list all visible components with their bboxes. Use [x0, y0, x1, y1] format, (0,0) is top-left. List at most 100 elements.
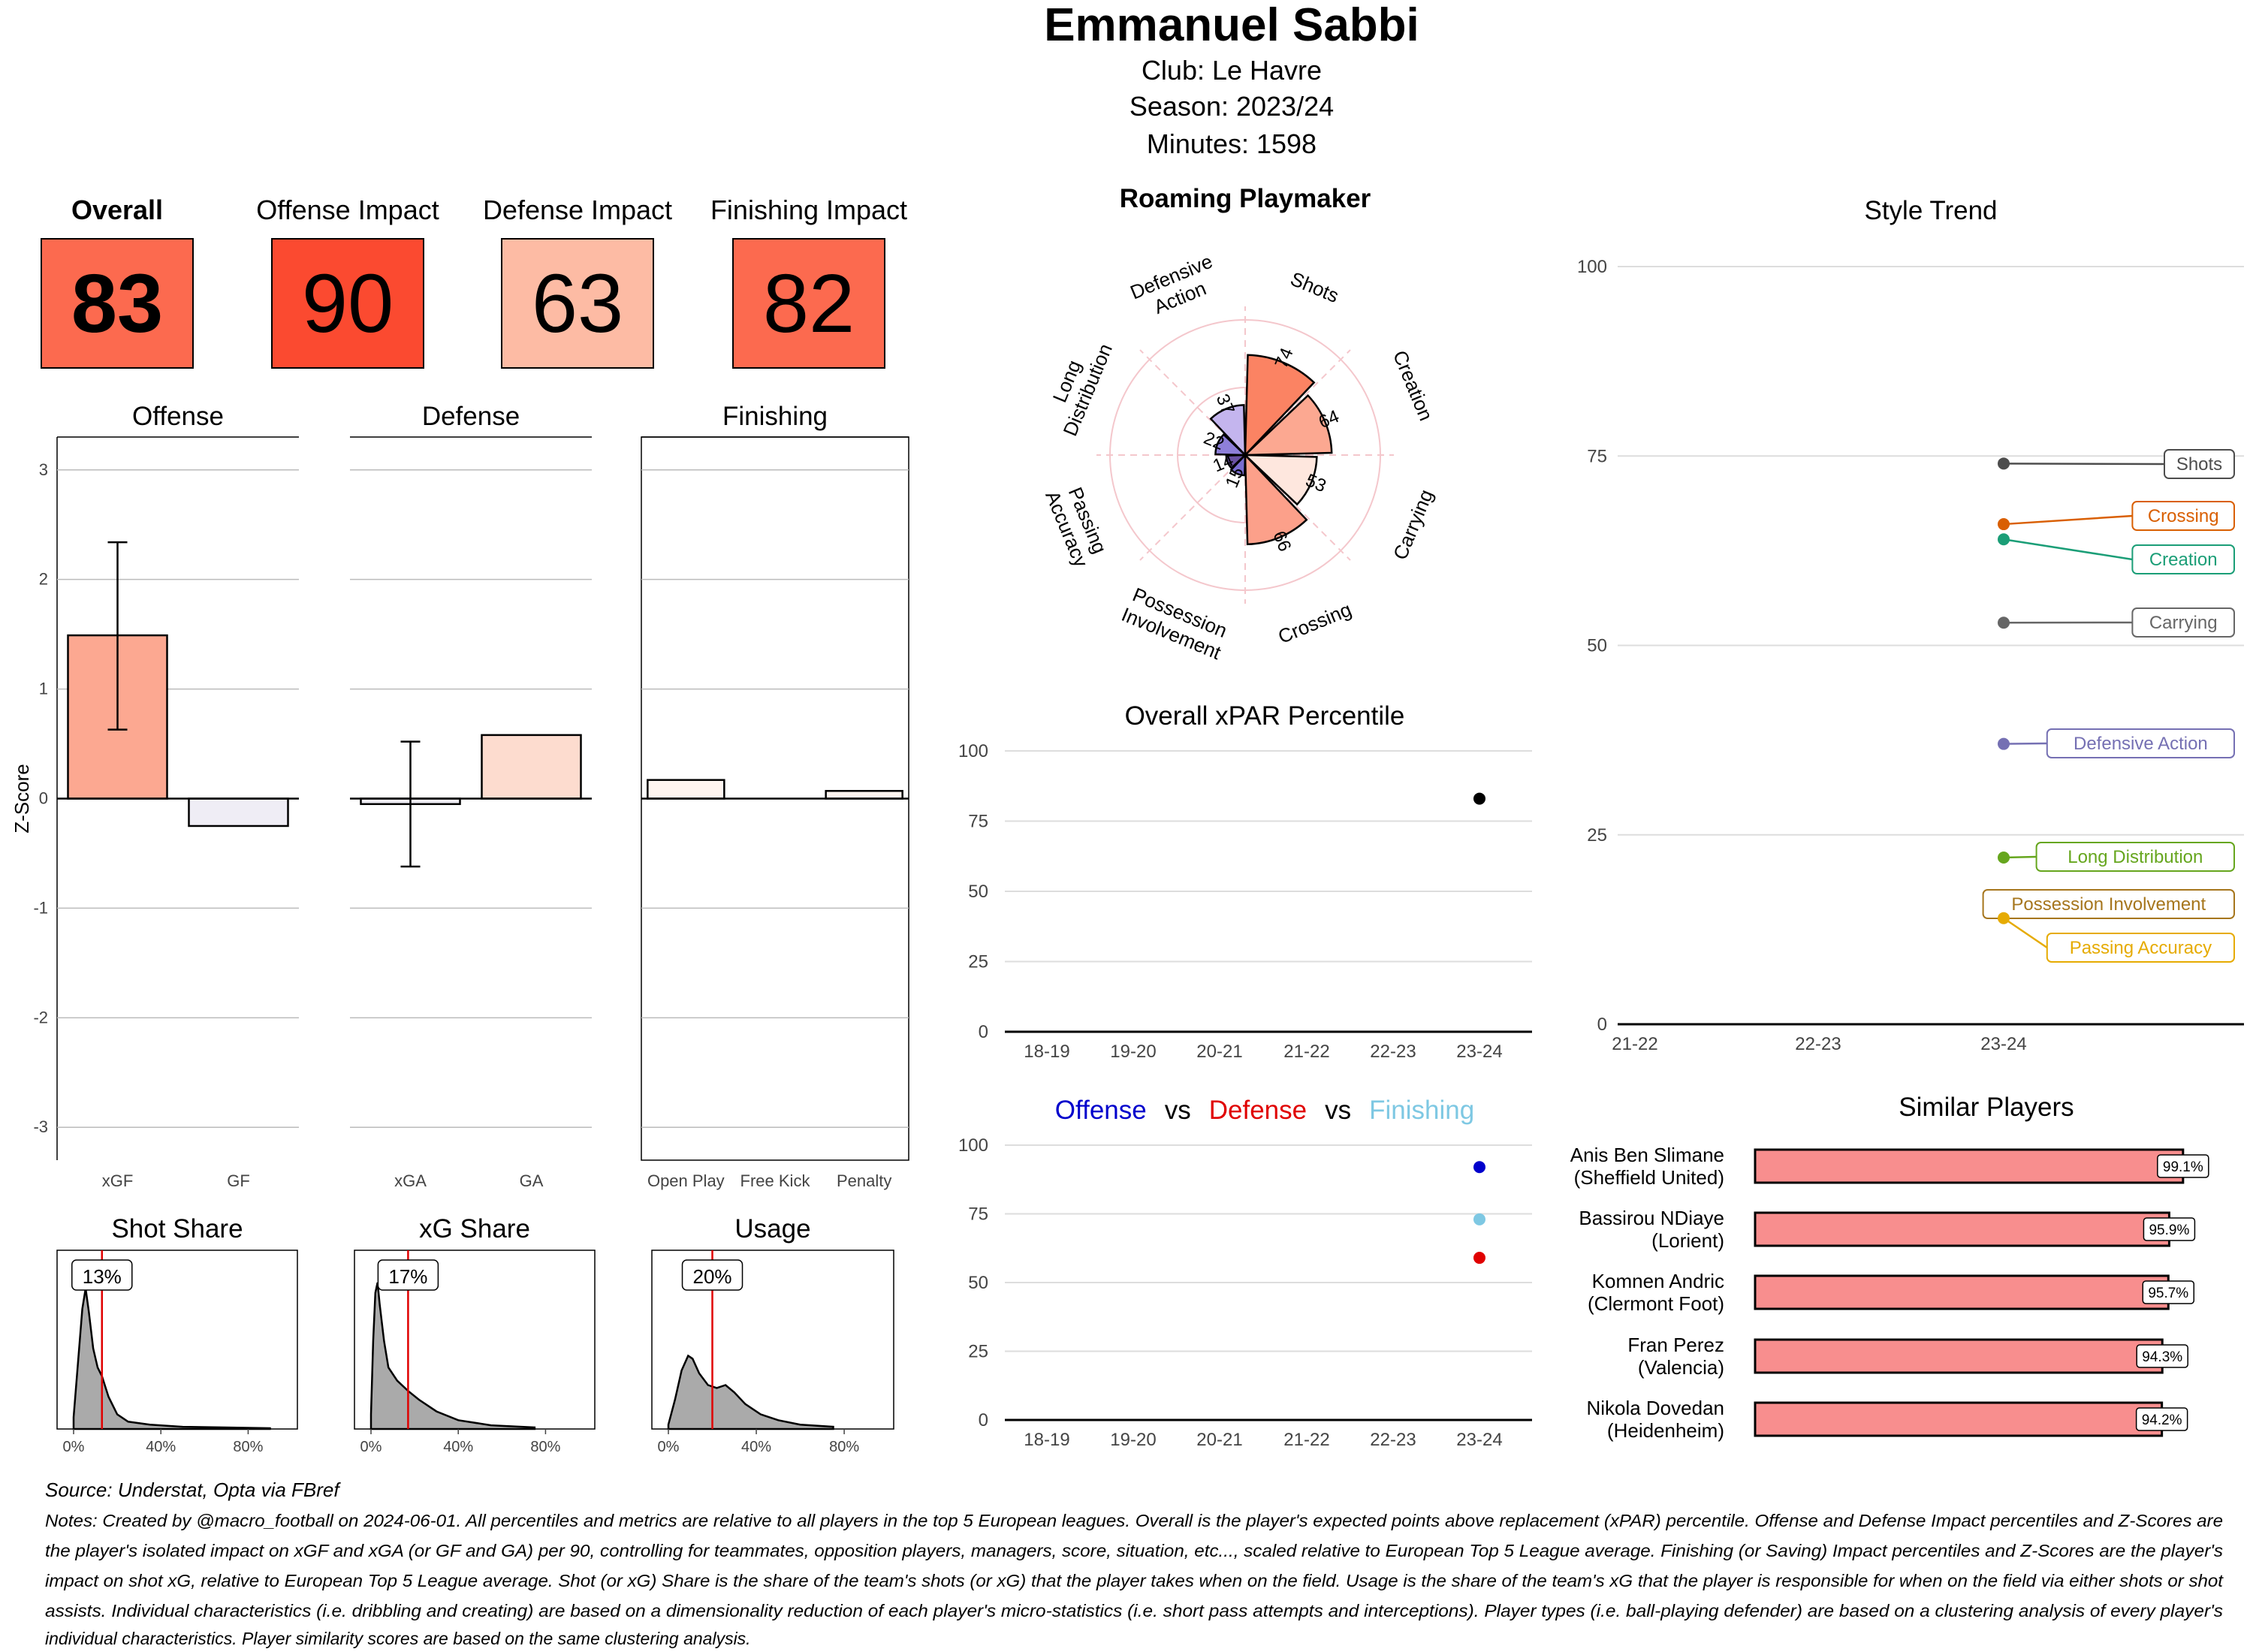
chart-title: Overall xPAR Percentile [1125, 701, 1405, 731]
trend-label-box [2164, 449, 2235, 479]
player-club: (Sheffield United) [1574, 1166, 1724, 1189]
x-tick-label: 21-22 [1283, 1430, 1329, 1450]
marker-label-box [681, 1259, 743, 1291]
trend-label-box [2131, 607, 2235, 638]
x-tick-label: 18-19 [1024, 1042, 1069, 1062]
x-tick-label: 20-21 [1196, 1430, 1242, 1450]
notes-line-5: individual characteristics. Player simil… [45, 1629, 751, 1648]
panel-title: Defense [422, 402, 520, 431]
player-name: Emmanuel Sabbi [1044, 0, 1419, 51]
polar-wedge [1242, 393, 1333, 457]
season-line: Season: 2023/24 [1130, 91, 1334, 122]
x-tick-label: 19-20 [1110, 1042, 1156, 1062]
trend-label: Possession Involvement [2011, 894, 2206, 915]
y-tick-label: -2 [33, 1008, 48, 1026]
y-tick-label: 25 [968, 952, 988, 972]
score-card [41, 238, 194, 369]
panel-title: Shot Share [111, 1214, 243, 1244]
player-name: Anis Ben Slimane [1570, 1144, 1724, 1166]
y-tick-label: 100 [958, 741, 988, 761]
title-part: Finishing [1369, 1096, 1474, 1125]
score-value: 83 [71, 258, 163, 350]
polar-category-label: Creation [1389, 347, 1437, 424]
z-bar [481, 734, 582, 800]
polar-category-label: DefensiveAction [1127, 250, 1216, 318]
trend-label-box [2131, 544, 2235, 574]
density-panel-1: xG Share 17% 0% 40% 80% [354, 1214, 596, 1455]
score-value: 82 [763, 258, 855, 350]
x-tick-label: Open Play [647, 1171, 725, 1190]
style-trend-chart: Style Trend 0 25 50 75 100 21-22 22-23 23-24 Shot… [1577, 196, 2244, 1054]
score-card [501, 238, 654, 369]
similarity-label: 95.9% [2149, 1222, 2189, 1238]
header: Emmanuel Sabbi Club: Le Havre Season: 20… [1044, 0, 1419, 159]
trend-label: Creation [2149, 550, 2218, 570]
similarity-bar [1754, 1274, 2170, 1310]
y-tick-label: 1 [39, 680, 48, 698]
trend-point [1998, 457, 2010, 470]
notes-line-4: assists. Individual characteristics (i.e… [45, 1601, 2224, 1620]
trend-label-box [2035, 842, 2236, 872]
panel-title: Usage [734, 1214, 810, 1244]
similarity-bar [1754, 1211, 2170, 1247]
player-club: (Valencia) [1638, 1356, 1724, 1379]
y-tick-label: 2 [39, 570, 48, 589]
trend-point [1998, 852, 2010, 864]
similarity-label-box [2143, 1217, 2196, 1241]
polar-category-label: PassingAccuracy [1041, 484, 1111, 570]
trend-label-box [2046, 933, 2236, 963]
player-name: Nikola Dovedan [1586, 1397, 1724, 1419]
density-panel-0: Shot Share 13% 0% 40% 80% [56, 1214, 298, 1455]
score-label: Finishing Impact [710, 194, 907, 225]
style-polar-chart: Roaming Playmaker7464536615142237ShotsCr… [1038, 184, 1437, 664]
score-card [271, 238, 424, 369]
polar-category: LongDistribution [1038, 332, 1117, 439]
y-tick-label: 75 [968, 812, 988, 832]
y-tick-label: 0 [39, 789, 48, 808]
x-tick-label: xGA [394, 1171, 427, 1190]
marker-label: 20% [693, 1265, 732, 1288]
score-cards: Overall 83 Offense Impact 90 Defense Impact 6… [41, 194, 907, 369]
x-tick-label: 18-19 [1024, 1430, 1069, 1450]
polar-wedge [1229, 452, 1247, 477]
polar-ring [1177, 387, 1313, 523]
x-tick-label: 21-22 [1612, 1034, 1657, 1054]
title-part: vs [1325, 1096, 1351, 1125]
panel-title: Offense [132, 402, 224, 431]
player-name: Komnen Andric [1592, 1270, 1724, 1292]
zscore-panel-defense: Defense xGA GA [350, 402, 592, 1190]
x-tick-label: 0% [360, 1439, 382, 1455]
polar-category-label: Shots [1287, 267, 1342, 307]
polar-center [1243, 453, 1247, 457]
trend-label-box [2046, 728, 2236, 758]
x-tick-label: 20-21 [1196, 1042, 1242, 1062]
trend-label-box [2131, 501, 2235, 531]
polar-category-label: PossessionInvolvement [1118, 583, 1230, 664]
chart-title: Offense vs Defense vs Finishing [1055, 1096, 1474, 1125]
polar-category: Creation [1389, 347, 1437, 424]
score-value: 63 [532, 258, 623, 350]
player-club: (Lorient) [1651, 1229, 1724, 1252]
polar-wedge [1244, 354, 1316, 458]
trend-point [1998, 616, 2010, 629]
x-tick-label: 0% [658, 1439, 680, 1455]
impact-percentile-chart: 0 25 50 75 100 18-19 19-20 20-21 21-22 22-23 23-24… [958, 1096, 1532, 1450]
chart-title: Roaming Playmaker [1120, 184, 1371, 213]
club-line: Club: Le Havre [1142, 55, 1322, 86]
trend-label: Long Distribution [2068, 847, 2203, 867]
x-tick-label: 0% [63, 1439, 85, 1455]
trend-label: Carrying [2149, 613, 2218, 633]
polar-wedge [1209, 404, 1247, 458]
x-tick-label: Free Kick [740, 1171, 811, 1190]
title-part: vs [1165, 1096, 1191, 1125]
score-value: 90 [302, 258, 394, 350]
player-club: (Heidenheim) [1607, 1419, 1724, 1442]
marker-label-box [71, 1259, 133, 1291]
title-part: Offense [1055, 1096, 1147, 1125]
x-tick-label: 40% [146, 1439, 176, 1455]
x-tick-label: Penalty [837, 1171, 891, 1190]
x-tick-label: GF [227, 1171, 250, 1190]
density-area [667, 1354, 834, 1430]
x-tick-label: 80% [233, 1439, 263, 1455]
